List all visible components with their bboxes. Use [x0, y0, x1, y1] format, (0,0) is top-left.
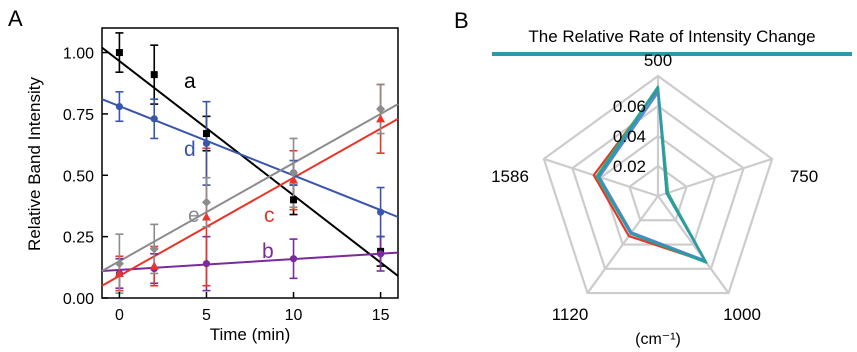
grid-ring [628, 164, 688, 222]
x-axis-ticks: 0 5 10 15 [115, 292, 390, 324]
point-a [115, 49, 123, 57]
point-d [115, 102, 124, 111]
axis-label-1586: 1586 [491, 167, 529, 186]
point-b [289, 255, 298, 263]
ring-label: 0.06 [613, 97, 646, 116]
y-tick-label: 0.50 [63, 168, 94, 185]
series-label-c: c [264, 204, 275, 227]
point-e [376, 104, 386, 114]
fit-lines [101, 46, 399, 287]
point-b [376, 250, 385, 258]
point-a [290, 196, 298, 204]
y-tick-label: 0.75 [63, 107, 94, 124]
radar-title: The Relative Rate of Intensity Change [528, 27, 815, 46]
point-d [202, 139, 211, 147]
series-label-e: e [188, 204, 200, 227]
ring-label: 0.02 [613, 157, 646, 176]
fit-line-e [101, 103, 399, 272]
radar-chart: The Relative Rate of Intensity Change 0.… [491, 27, 852, 348]
fit-line-d [101, 98, 399, 218]
panel-label-a: A [8, 6, 23, 31]
radar-grid [542, 74, 774, 295]
point-c [201, 212, 211, 221]
y-tick-label: 1.00 [63, 46, 94, 63]
y-axis-ticks: 0.00 0.25 0.50 0.75 1.00 [63, 46, 108, 308]
point-b [202, 260, 211, 268]
point-c [376, 114, 386, 123]
x-tick-label: 0 [115, 307, 124, 324]
x-tick-label: 15 [372, 307, 390, 324]
axis-label-500: 500 [644, 51, 672, 70]
point-a [202, 130, 210, 138]
grid-spoke [586, 195, 659, 294]
fit-line-a [101, 46, 399, 277]
point-e [149, 244, 159, 254]
y-axis-label: Relative Band Intensity [25, 77, 44, 251]
grid-ring [571, 104, 745, 270]
axis-label-1000: 1000 [723, 305, 761, 324]
x-tick-label: 5 [202, 307, 211, 324]
point-c [114, 268, 124, 277]
axis-label-750: 750 [790, 167, 818, 186]
grid-spoke [657, 195, 730, 294]
point-e [201, 197, 211, 207]
y-tick-label: 0.00 [63, 291, 94, 308]
point-e [289, 168, 299, 178]
grid-spoke [657, 157, 773, 198]
panel-label-b: B [454, 8, 469, 33]
ring-label: 0.04 [613, 127, 646, 146]
radar-series-1 [592, 88, 707, 263]
series-label-b: b [262, 240, 274, 263]
fit-line-c [101, 117, 399, 287]
radar-series-3 [598, 91, 706, 262]
decay-chart: a bc d e 0 5 10 15 0.00 0.25 0.50 0.75 1.00 Time (… [25, 27, 399, 344]
point-c [149, 261, 159, 270]
series-label-a: a [184, 70, 196, 93]
series-label-d: d [184, 138, 196, 161]
data-points [114, 49, 386, 278]
ring-labels: 0.02 0.04 0.06 [613, 97, 646, 176]
radar-series-4 [596, 86, 707, 263]
point-d [376, 208, 385, 216]
point-c [289, 175, 299, 184]
point-e [114, 259, 124, 269]
point-d [150, 115, 158, 123]
x-tick-label: 10 [285, 307, 303, 324]
axis-label-1120: 1120 [552, 305, 589, 324]
y-tick-label: 0.25 [63, 230, 94, 247]
series-labels: a bc d e [184, 70, 275, 263]
grid-ring [542, 74, 774, 295]
axis-labels: 500 750 1000 1120 1586 [491, 51, 818, 324]
unit-label: (cm⁻¹) [635, 331, 681, 348]
point-a [150, 71, 158, 79]
radar-series [592, 85, 708, 264]
plot-frame [101, 27, 399, 299]
x-axis-label: Time (min) [210, 325, 291, 344]
